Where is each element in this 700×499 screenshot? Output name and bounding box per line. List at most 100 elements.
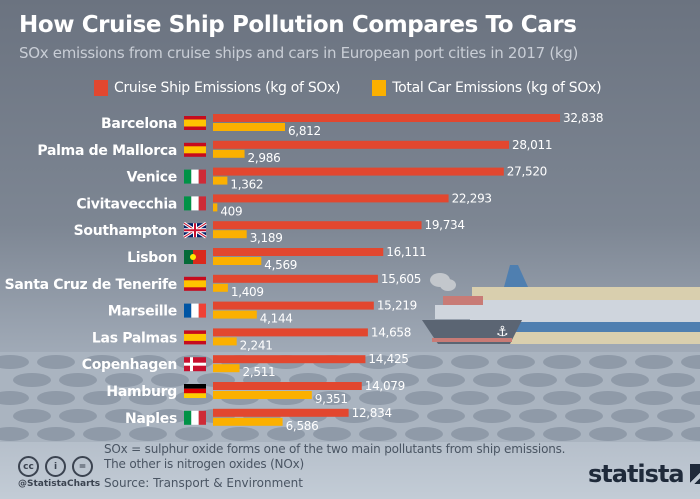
cruise-bar (213, 408, 349, 417)
cruise-bar (213, 301, 374, 310)
bar-row: Venice 27,520 1,362 (127, 165, 548, 192)
car-value-label: 3,189 (250, 231, 283, 245)
bar-row: Santa Cruz de Tenerife 15,605 1,409 (5, 272, 422, 299)
cruise-value-label: 14,658 (371, 325, 411, 339)
legend-swatch-car (372, 80, 387, 96)
legend-item-car: Total Car Emissions (kg of SOx) (372, 80, 602, 96)
flag-gb-icon (183, 221, 207, 239)
cruise-value-label: 19,734 (425, 218, 465, 232)
bar-row: Marseille 15,219 4,144 (108, 299, 418, 326)
cruise-value-label: 15,605 (381, 272, 421, 286)
flag-pt-icon (184, 250, 206, 264)
footnote-line-1: SOx = sulphur oxide forms one of the two… (104, 442, 566, 456)
car-bar (213, 283, 228, 292)
cruise-value-label: 22,293 (452, 191, 492, 205)
car-bar (213, 176, 228, 185)
cruise-value-label: 15,219 (377, 299, 417, 313)
logo-text: statista (588, 460, 685, 488)
source: Source: Transport & Environment (104, 476, 303, 490)
category-label: Las Palmas (92, 330, 177, 346)
cruise-value-label: 16,111 (386, 245, 426, 259)
category-label: Marseille (108, 304, 177, 320)
bar-row: Barcelona 32,838 6,812 (101, 111, 603, 138)
category-label: Palma de Mallorca (37, 143, 177, 159)
car-bar (213, 149, 245, 158)
footnote-line-2: The other is nitrogen oxides (NOx) (104, 457, 304, 471)
flag-it-icon (184, 196, 206, 211)
flag-dk-icon (184, 357, 206, 372)
cruise-bar (213, 382, 362, 390)
flag-it-icon (184, 410, 206, 425)
car-value-label: 4,144 (260, 312, 293, 326)
car-value-label: 2,241 (240, 338, 273, 352)
car-bar (213, 310, 257, 319)
car-value-label: 1,362 (230, 178, 263, 192)
category-label: Santa Cruz de Tenerife (5, 277, 177, 293)
car-bar (213, 257, 262, 265)
flag-de-icon (184, 384, 206, 398)
chart-subtitle: SOx emissions from cruise ships and cars… (19, 44, 579, 62)
svg-text:⚓: ⚓ (496, 324, 509, 340)
legend-label-car: Total Car Emissions (kg of SOx) (392, 80, 602, 96)
flag-es-icon (184, 330, 206, 345)
flag-fr-icon (184, 303, 206, 318)
category-label: Copenhagen (82, 357, 177, 373)
flag-es-icon (184, 142, 206, 157)
car-bar (213, 203, 218, 212)
car-bar (213, 337, 237, 346)
bar-row: Civitavecchia 22,293 409 (76, 191, 492, 218)
cruise-ship-illustration: ⚓ (422, 265, 700, 344)
cruise-bar (213, 355, 366, 364)
category-label: Hamburg (106, 384, 177, 400)
category-label: Southampton (74, 223, 177, 239)
category-label: Lisbon (127, 250, 177, 266)
no-derivatives-icon: = (72, 456, 93, 477)
car-value-label: 9,351 (315, 392, 348, 406)
legend-item-cruise: Cruise Ship Emissions (kg of SOx) (94, 80, 341, 96)
car-value-label: 409 (220, 204, 242, 218)
cruise-value-label: 14,425 (368, 352, 408, 366)
bar-row: Southampton 19,734 3,189 (74, 218, 465, 245)
cruise-bar (213, 274, 378, 283)
bar-row: Naples 12,834 6,586 (125, 406, 392, 433)
category-label: Naples (125, 411, 177, 427)
cruise-value-label: 12,834 (352, 406, 392, 420)
flag-es-icon (184, 276, 206, 291)
bar-row: Palma de Mallorca 28,011 2,986 (37, 138, 552, 165)
car-value-label: 6,586 (286, 419, 319, 433)
car-bar (213, 230, 247, 239)
car-bar (213, 391, 312, 399)
cc-icon: cc (18, 456, 39, 477)
car-bar (213, 417, 283, 426)
cruise-bar (213, 221, 422, 230)
bar-row: Copenhagen 14,425 2,511 (82, 352, 409, 379)
cruise-bar (213, 140, 509, 149)
cruise-value-label: 27,520 (507, 165, 547, 179)
cruise-value-label: 32,838 (563, 111, 603, 125)
bar-row: Lisbon 16,111 4,569 (127, 245, 427, 272)
bar-row: Las Palmas 14,658 2,241 (92, 325, 411, 352)
cruise-bar (213, 167, 504, 176)
legend-swatch-cruise (94, 80, 108, 96)
logo-mark (689, 464, 700, 484)
car-value-label: 1,409 (231, 285, 264, 299)
cruise-bar (213, 114, 560, 122)
attribution-icon: i (45, 456, 66, 477)
legend: Cruise Ship Emissions (kg of SOx) Total … (94, 80, 602, 96)
bar-row: Hamburg 14,079 9,351 (106, 379, 405, 406)
footnote: SOx = sulphur oxide forms one of the two… (104, 442, 565, 472)
category-label: Civitavecchia (76, 196, 177, 212)
flag-it-icon (184, 169, 206, 184)
car-bar (213, 364, 240, 373)
car-value-label: 2,511 (243, 365, 276, 379)
car-bar (213, 123, 285, 131)
car-value-label: 2,986 (248, 151, 281, 165)
cruise-bar (213, 328, 368, 337)
category-label: Venice (127, 170, 177, 186)
statista-logo: statista (588, 460, 700, 488)
cruise-bar (213, 194, 449, 203)
car-value-label: 4,569 (264, 258, 297, 272)
cruise-value-label: 14,079 (365, 379, 405, 393)
category-label: Barcelona (101, 116, 177, 132)
